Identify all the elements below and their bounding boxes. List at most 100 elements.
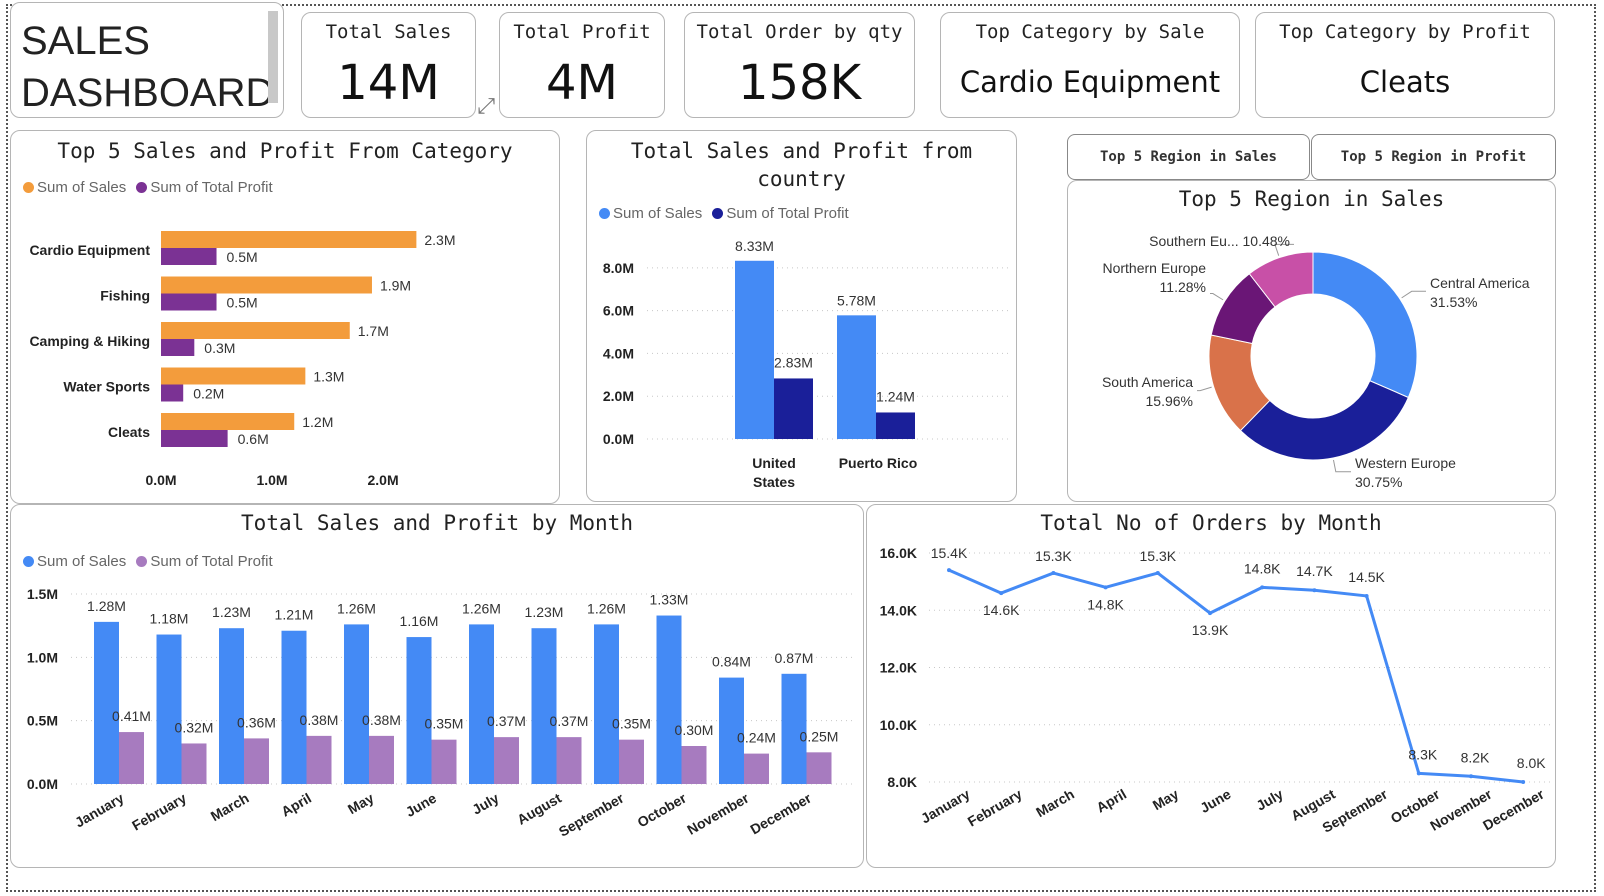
month-label: October <box>635 789 690 830</box>
data-point <box>1364 593 1369 598</box>
legend-item[interactable]: Sum of Total Profit <box>136 553 273 570</box>
profit-data-label: 0.6M <box>238 431 269 447</box>
point-data-label: 14.6K <box>983 602 1020 618</box>
sales-bar <box>161 276 372 294</box>
category-label: Water Sports <box>63 379 150 395</box>
tab-top-region-sales[interactable]: Top 5 Region in Sales <box>1067 134 1310 180</box>
legend-item[interactable]: Sum of Total Profit <box>136 179 273 196</box>
month-label: February <box>965 786 1025 830</box>
y-tick-label: 2.0M <box>603 388 634 404</box>
sales-data-label: 0.84M <box>712 654 751 670</box>
profit-bar <box>774 378 813 439</box>
data-point <box>1103 585 1108 590</box>
y-tick-label: 0.5M <box>27 713 58 729</box>
month-label: November <box>684 789 752 837</box>
month-label: February <box>129 790 189 834</box>
profit-bar <box>161 384 184 402</box>
category-label: States <box>753 474 795 490</box>
kpi-label: Total Profit <box>513 21 651 43</box>
month-label: September <box>556 789 627 839</box>
sales-bar <box>837 315 876 439</box>
profit-data-label: 0.32M <box>175 719 214 735</box>
kpi-value: Cardio Equipment <box>959 65 1221 99</box>
sales-bar <box>719 677 744 784</box>
dashboard-title-line2: DASHBOARD <box>21 71 275 115</box>
category-label: Puerto Rico <box>839 455 918 471</box>
legend-item[interactable]: Sum of Sales <box>23 553 126 570</box>
sales-data-label: 1.26M <box>587 600 626 616</box>
sales-data-label: 1.9M <box>380 278 411 294</box>
title-scroll-bar[interactable] <box>268 11 278 103</box>
chart-legend: Sum of Sales Sum of Total Profit <box>23 179 279 196</box>
sales-bar <box>161 231 417 248</box>
x-tick-label: 2.0M <box>368 472 399 488</box>
profit-bar <box>369 735 394 784</box>
data-point <box>1469 774 1473 779</box>
point-data-label: 8.2K <box>1461 749 1490 765</box>
legend-label: Sum of Total Profit <box>150 553 273 570</box>
slice-label: Southern Eu... 10.48% <box>1149 233 1290 249</box>
leader-line <box>1210 293 1224 301</box>
profit-data-label: 0.30M <box>675 722 714 738</box>
profit-data-label: 0.2M <box>193 386 224 402</box>
month-label: March <box>1033 786 1077 820</box>
y-tick-label: 4.0M <box>603 345 634 361</box>
slice-label: South America <box>1102 374 1193 390</box>
point-data-label: 8.3K <box>1408 746 1437 762</box>
profit-data-label: 0.5M <box>227 249 258 265</box>
month-bar-chart: 0.0M 0.5M 1.0M 1.5M 1.28M 0.41M January 1.18M 0.… <box>27 586 856 840</box>
legend-item[interactable]: Sum of Sales <box>23 179 126 196</box>
kpi-value: Cleats <box>1359 65 1451 99</box>
profit-bar <box>431 739 457 784</box>
category-label: Cleats <box>108 424 150 440</box>
sales-bar <box>531 628 557 784</box>
chart-title: Total Sales and Profit by Month <box>241 511 633 535</box>
sales-bar <box>156 634 182 784</box>
legend-item[interactable]: Sum of Total Profit <box>712 205 849 222</box>
profit-bar <box>161 339 195 356</box>
month-label: April <box>278 790 314 820</box>
orders-line <box>948 568 1524 784</box>
profit-bar <box>161 293 217 311</box>
data-point <box>1208 611 1212 616</box>
profit-data-label: 0.24M <box>737 730 776 746</box>
sales-data-label: 1.16M <box>400 613 439 629</box>
data-point <box>1051 571 1056 576</box>
legend-item[interactable]: Sum of Sales <box>599 205 702 222</box>
profit-data-label: 2.83M <box>774 354 813 370</box>
profit-data-label: 0.38M <box>300 712 339 728</box>
sales-bar <box>161 322 350 339</box>
data-point <box>999 591 1004 596</box>
slice-value-label: 15.96% <box>1146 393 1193 409</box>
chart-title: Top 5 Region in Sales <box>1178 187 1445 211</box>
sales-bar <box>781 673 807 784</box>
profit-data-label: 0.5M <box>227 295 258 311</box>
kpi-top-category-sale: Top Category by Sale Cardio Equipment <box>940 12 1240 118</box>
y-tick-label: 0.0M <box>27 776 58 792</box>
expand-icon[interactable]: ⤢ <box>477 93 495 118</box>
profit-data-label: 0.25M <box>800 728 839 744</box>
legend-label: Sum of Sales <box>37 553 127 570</box>
point-data-label: 15.3K <box>1140 548 1177 564</box>
sales-data-label: 0.87M <box>775 650 814 666</box>
point-data-label: 14.8K <box>1244 560 1281 576</box>
point-data-label: 13.9K <box>1192 622 1229 638</box>
sales-data-label: 1.21M <box>275 607 314 623</box>
sales-data-label: 1.26M <box>462 600 501 616</box>
data-point <box>1312 588 1317 593</box>
tab-top-region-profit[interactable]: Top 5 Region in Profit <box>1311 134 1556 180</box>
profit-bar <box>556 737 582 784</box>
slice-value-label: 30.75% <box>1355 474 1402 490</box>
slice-label: Central America <box>1430 275 1530 291</box>
profit-bar <box>161 430 228 447</box>
y-tick-label: 8.0K <box>887 774 917 790</box>
month-label: May <box>1150 786 1182 814</box>
kpi-total-profit: Total Profit 4M <box>499 12 665 118</box>
sales-data-label: 2.3M <box>424 232 455 248</box>
legend-dot-icon <box>23 182 34 193</box>
sales-bar <box>94 621 119 784</box>
sales-bar <box>406 637 432 784</box>
sales-data-label: 1.33M <box>650 592 689 608</box>
profit-data-label: 0.36M <box>237 714 276 730</box>
dashboard-title-line1: SALES <box>21 19 150 63</box>
